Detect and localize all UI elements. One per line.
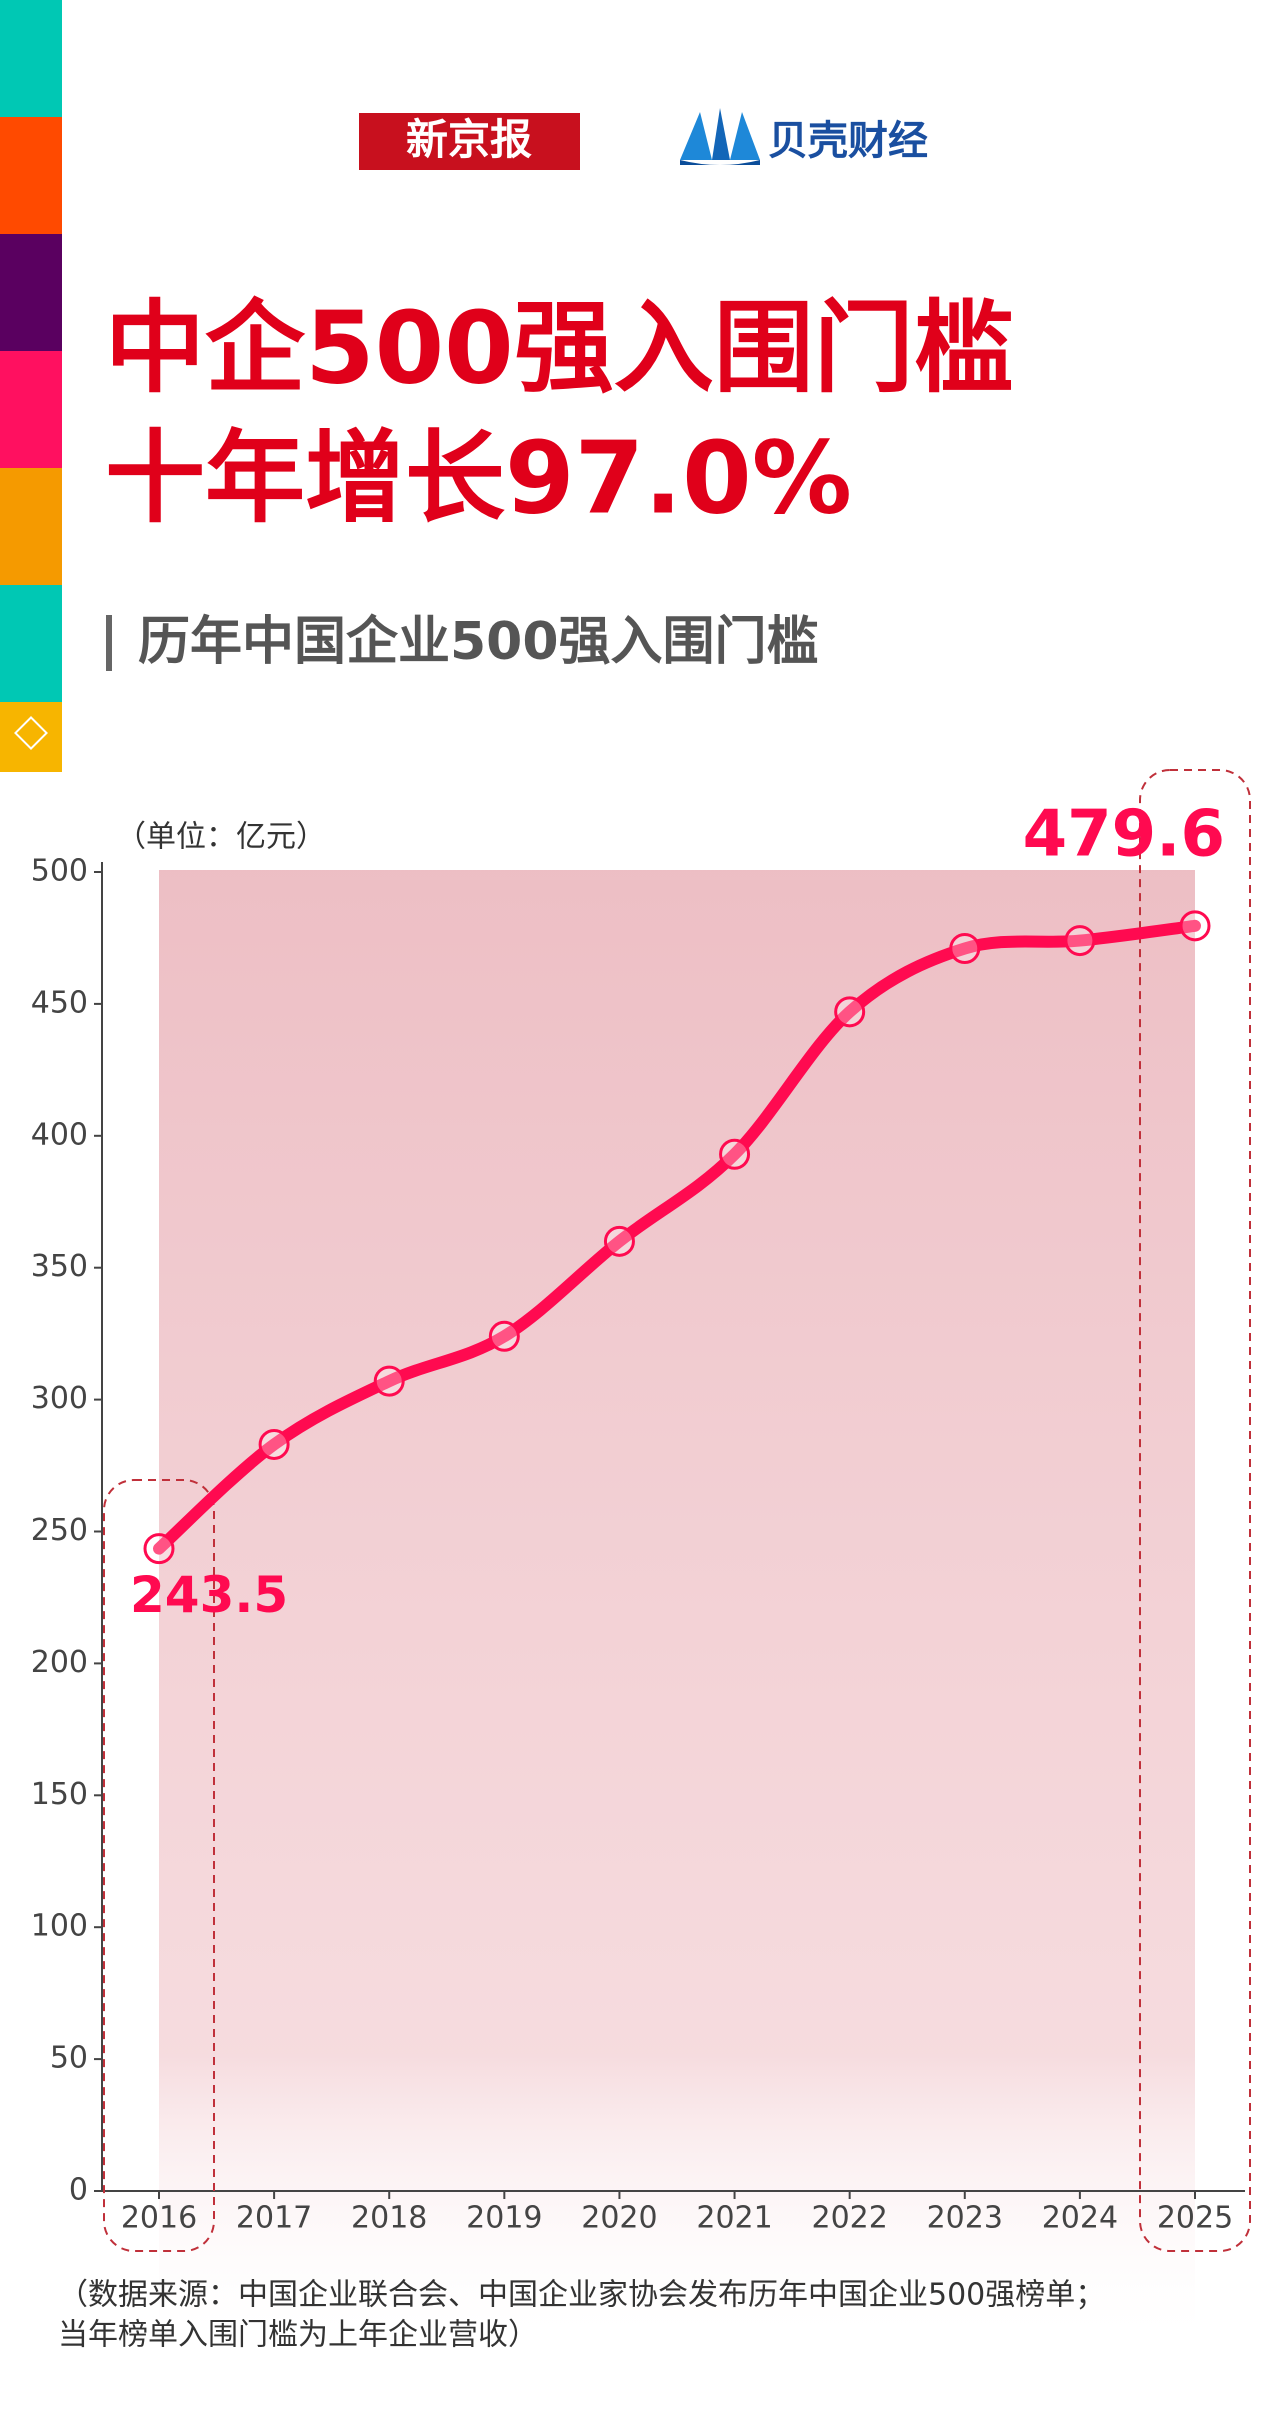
side-strip xyxy=(0,0,62,772)
logo-left: 新京报 xyxy=(406,115,532,164)
y-tick-label: 350 xyxy=(31,1249,88,1284)
point xyxy=(719,1138,751,1170)
x-tick-label: 2018 xyxy=(351,2201,427,2236)
point xyxy=(1064,925,1096,957)
highlight-frame xyxy=(103,1479,215,2252)
y-tick-label: 200 xyxy=(31,1645,88,1680)
x-tick-label: 2024 xyxy=(1042,2201,1118,2236)
x-tick-label: 2022 xyxy=(811,2201,887,2236)
data-label: 243.5 xyxy=(130,1566,288,1624)
y-tick-label: 400 xyxy=(31,1117,88,1152)
logo-left-box xyxy=(359,113,580,170)
point xyxy=(373,1365,405,1397)
x-tick-label: 2025 xyxy=(1157,2201,1233,2236)
point xyxy=(258,1428,290,1460)
point xyxy=(143,1533,175,1565)
x-tick-label: 2016 xyxy=(121,2201,197,2236)
title-line: 中企500强入围门槛 xyxy=(105,289,1014,406)
y-tick-label: 0 xyxy=(69,2173,88,2208)
logo-shell xyxy=(680,108,760,165)
point xyxy=(488,1320,520,1352)
title-line: 十年增长97.0% xyxy=(105,419,852,536)
y-tick-label: 450 xyxy=(31,985,88,1020)
source-note: 当年榜单入围门槛为上年企业营收） xyxy=(58,2318,538,2353)
x-tick-label: 2023 xyxy=(927,2201,1003,2236)
unit-label: （单位：亿元） xyxy=(116,820,326,855)
x-tick-label: 2020 xyxy=(581,2201,657,2236)
chart: 0 50 100 150 200 250 300 350 400 450 500 2016 2017 20… xyxy=(31,769,1251,2252)
point xyxy=(1179,910,1211,942)
point xyxy=(834,996,866,1028)
line xyxy=(153,919,1201,1555)
logo-right: 贝壳财经 xyxy=(768,118,928,164)
x-tick-label: 2019 xyxy=(466,2201,542,2236)
y-tick-label: 100 xyxy=(31,1909,88,1944)
subtitle: 历年中国企业500强入围门槛 xyxy=(138,612,819,672)
y-tick-label: 50 xyxy=(50,2041,88,2076)
x-tick-label: 2017 xyxy=(236,2201,312,2236)
point xyxy=(949,933,981,965)
background-illustration xyxy=(159,870,1195,2350)
data-label: 479.6 xyxy=(1023,798,1225,872)
x-tick-label: 2021 xyxy=(696,2201,772,2236)
y-tick-label: 300 xyxy=(31,1381,88,1416)
y-tick-label: 150 xyxy=(31,1777,88,1812)
y-tick-label: 250 xyxy=(31,1513,88,1548)
highlight-frame xyxy=(1139,769,1251,2252)
point xyxy=(603,1225,635,1257)
source-note: （数据来源：中国企业联合会、中国企业家协会发布历年中国企业500强榜单； xyxy=(58,2278,1105,2313)
y-tick-label: 500 xyxy=(31,854,88,889)
subtitle-bar xyxy=(106,615,112,671)
